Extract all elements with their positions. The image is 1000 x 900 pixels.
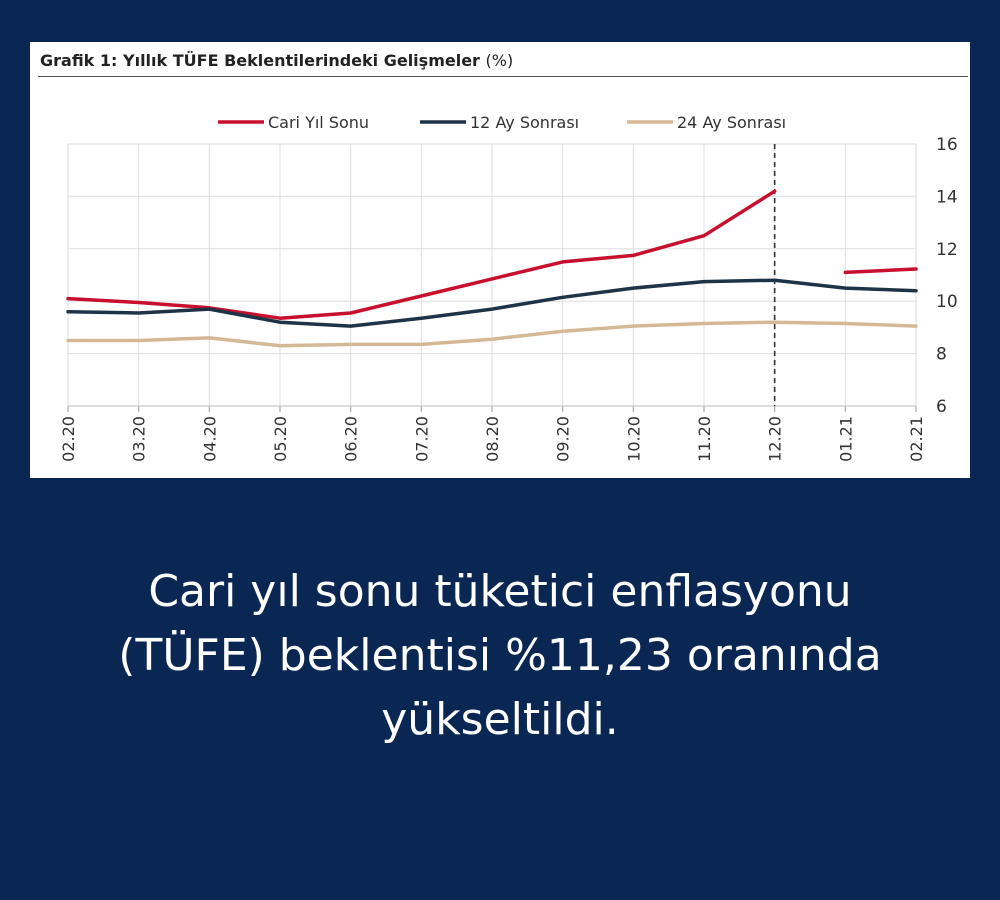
legend-label: 12 Ay Sonrası <box>470 113 579 132</box>
x-tick-label: 10.20 <box>624 416 643 462</box>
caption-line-1: Cari yıl sonu tüketici enflasyonu <box>148 566 852 617</box>
series-line <box>66 278 918 328</box>
x-tick-label: 11.20 <box>695 416 714 462</box>
y-tick-label: 6 <box>936 397 947 417</box>
chart-card: Grafik 1: Yıllık TÜFE Beklentilerindeki … <box>30 42 970 478</box>
y-tick-label: 8 <box>936 345 947 365</box>
legend-label: 24 Ay Sonrası <box>677 113 786 132</box>
caption-line-2: (TÜFE) beklentisi %11,23 oranında <box>118 630 882 681</box>
chart-title-text: Grafik 1: Yıllık TÜFE Beklentilerindeki … <box>40 51 480 70</box>
series-line <box>66 189 777 320</box>
title-rule <box>38 76 968 77</box>
caption-line-3: yükseltildi. <box>381 694 619 745</box>
caption: Cari yıl sonu tüketici enflasyonu (TÜFE)… <box>0 560 1000 752</box>
x-tick-label: 07.20 <box>412 416 431 462</box>
series-line <box>843 267 918 275</box>
y-tick-label: 10 <box>936 292 958 312</box>
chart-unit: (%) <box>485 51 514 70</box>
x-tick-label: 06.20 <box>342 416 361 462</box>
x-tick-label: 03.20 <box>130 416 149 462</box>
x-tick-label: 01.21 <box>836 416 855 462</box>
x-tick-label: 02.20 <box>59 416 78 462</box>
chart-title: Grafik 1: Yıllık TÜFE Beklentilerindeki … <box>40 51 513 70</box>
x-tick-label: 05.20 <box>271 416 290 462</box>
x-tick-label: 08.20 <box>483 416 502 462</box>
y-tick-label: 16 <box>936 135 958 155</box>
y-tick-label: 14 <box>936 187 958 207</box>
x-tick-label: 04.20 <box>200 416 219 462</box>
x-tick-label: 02.21 <box>907 416 926 462</box>
x-tick-label: 12.20 <box>766 416 785 462</box>
line-chart: 6 8 10 12 14 16 02.20 03.20 04.20 05.20 06.20 07.20… <box>59 113 958 462</box>
legend-label: Cari Yıl Sonu <box>268 113 369 132</box>
y-tick-label: 12 <box>936 240 958 260</box>
x-tick-label: 09.20 <box>554 416 573 462</box>
series-line <box>66 320 918 348</box>
